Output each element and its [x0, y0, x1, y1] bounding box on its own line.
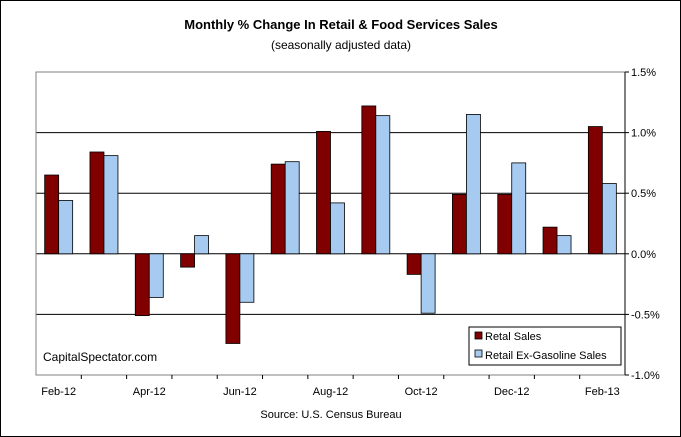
legend-label-retail-sales: Retal Sales: [485, 331, 542, 343]
bar-retail-sales-aug-12: [316, 130, 331, 255]
x-tick-label: Jun-12: [223, 386, 257, 398]
bar-retail-sales-jul-12: [270, 163, 286, 255]
legend-box: [468, 326, 622, 366]
x-tick-label: Feb-12: [41, 386, 76, 398]
bar-retail-ex-gasoline-sep-12: [375, 115, 391, 255]
bar-retail-sales-jan-13: [542, 226, 558, 255]
source-note: Source: U.S. Census Bureau: [260, 409, 401, 421]
bar-retail-sales-nov-12: [452, 194, 467, 255]
y-axis: 1.5% 1.0% 0.5% 0.0% -0.5% -1.0%: [624, 67, 660, 382]
bar-retail-ex-gasoline-feb-13: [601, 183, 617, 255]
bar-retail-sales-oct-12: [406, 253, 422, 275]
x-axis: Feb-12 Apr-12 Jun-12 Aug-12 Oct-12 Dec-12 Feb-…: [41, 375, 620, 398]
bars-group: [44, 105, 617, 344]
bar-retail-ex-gasoline-aug-12: [330, 202, 345, 255]
bar-retail-sales-feb-13: [587, 126, 603, 255]
bar-retail-ex-gasoline-feb-12: [58, 200, 74, 255]
legend: Retal Sales Retail Ex-Gasoline Sales: [468, 326, 622, 366]
bar-retail-ex-gasoline-jun-12: [239, 253, 255, 303]
y-tick-label: 0.0%: [631, 249, 656, 261]
bar-retail-ex-gasoline-jul-12: [284, 161, 300, 255]
bar-retail-sales-mar-12: [89, 151, 105, 255]
chart-title: Monthly % Change In Retail & Food Servic…: [184, 17, 498, 32]
x-tick-label: Apr-12: [133, 386, 166, 398]
x-tick-label: Oct-12: [405, 386, 438, 398]
bar-retail-ex-gasoline-mar-12: [103, 155, 119, 255]
legend-swatch-retail-ex-gasoline: [474, 349, 483, 358]
x-tick-label: Aug-12: [313, 386, 348, 398]
bar-retail-ex-gasoline-dec-12: [511, 162, 527, 255]
bar-retail-ex-gasoline-jan-13: [556, 235, 572, 255]
bar-retail-ex-gasoline-may-12: [194, 235, 209, 255]
bar-retail-sales-may-12: [180, 253, 195, 268]
bar-retail-sales-dec-12: [497, 194, 513, 255]
y-tick-label: 0.5%: [631, 188, 656, 200]
bar-retail-ex-gasoline-nov-12: [466, 114, 481, 255]
bar-retail-sales-feb-12: [44, 174, 60, 255]
bar-retail-sales-sep-12: [361, 105, 377, 255]
legend-swatch-retail-sales: [474, 331, 483, 340]
y-tick-label: 1.0%: [631, 128, 656, 140]
bar-retail-ex-gasoline-apr-12: [148, 253, 164, 298]
bar-retail-ex-gasoline-oct-12: [420, 253, 436, 314]
x-tick-label: Dec-12: [494, 386, 529, 398]
watermark-annotation: CapitalSpectator.com: [43, 350, 157, 364]
bar-retail-sales-jun-12: [225, 253, 241, 344]
y-tick-label: 1.5%: [631, 67, 656, 79]
y-tick-label: -0.5%: [631, 309, 660, 321]
x-tick-label: Feb-13: [585, 386, 620, 398]
chart-subtitle: (seasonally adjusted data): [271, 38, 411, 52]
legend-label-retail-ex-gasoline: Retail Ex-Gasoline Sales: [485, 350, 607, 362]
y-tick-label: -1.0%: [631, 370, 660, 382]
bar-retail-sales-apr-12: [134, 253, 150, 317]
